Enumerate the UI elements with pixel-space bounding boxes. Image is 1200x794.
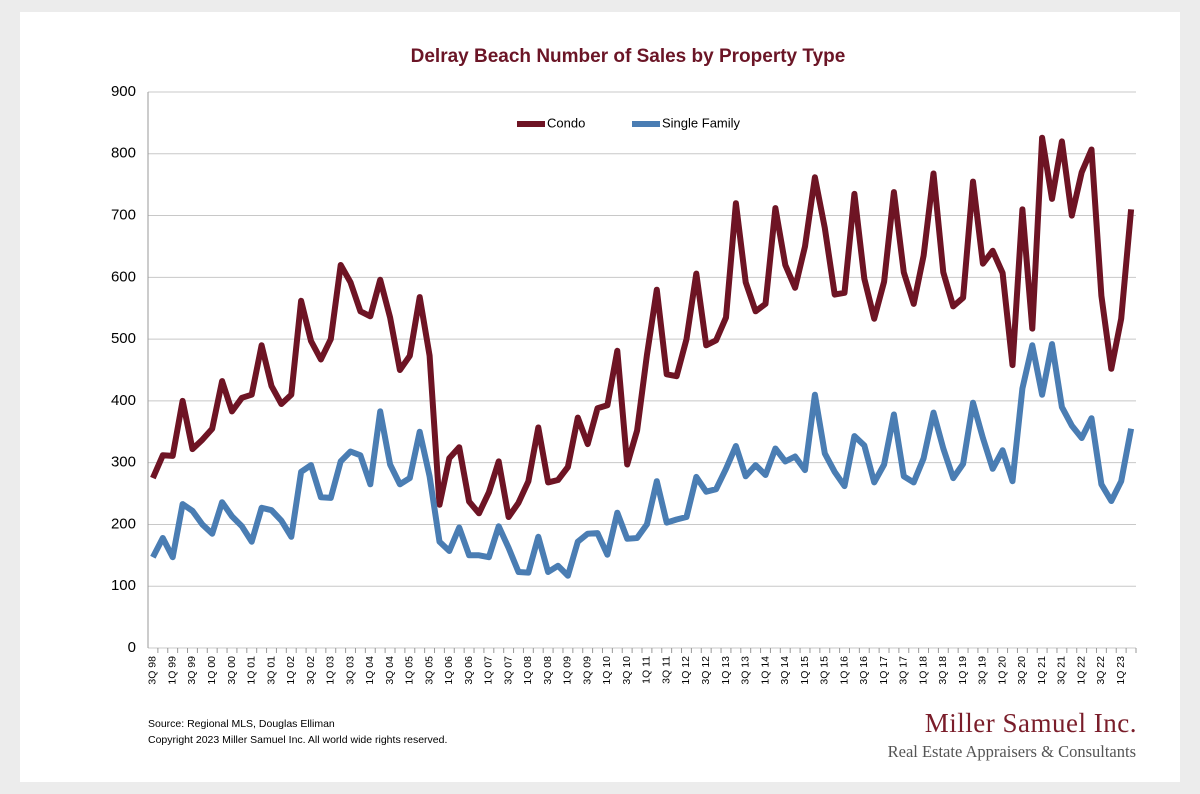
x-tick-label: 1Q 99 bbox=[166, 656, 178, 685]
x-tick-label: 1Q 03 bbox=[325, 656, 337, 685]
chart-card bbox=[20, 12, 1180, 782]
x-tick-label: 3Q 16 bbox=[858, 656, 870, 685]
x-tick-label: 1Q 21 bbox=[1036, 656, 1048, 685]
x-tick-label: 1Q 12 bbox=[680, 656, 692, 685]
x-tick-label: 1Q 02 bbox=[285, 656, 297, 685]
legend-label: Condo bbox=[547, 115, 585, 130]
x-tick-label: 1Q 06 bbox=[443, 656, 455, 685]
y-tick-label: 100 bbox=[111, 577, 136, 594]
series-line bbox=[150, 134, 1135, 520]
x-tick-label: 3Q 04 bbox=[384, 656, 396, 685]
y-tick-label: 300 bbox=[111, 454, 136, 471]
x-tick-label: 1Q 20 bbox=[996, 656, 1008, 685]
x-tick-label: 3Q 13 bbox=[740, 656, 752, 685]
x-tick-label: 3Q 08 bbox=[542, 656, 554, 685]
x-tick-label: 3Q 18 bbox=[937, 656, 949, 685]
x-tick-label: 1Q 09 bbox=[562, 656, 574, 685]
logo-tagline: Real Estate Appraisers & Consultants bbox=[888, 742, 1136, 761]
y-tick-label: 200 bbox=[111, 515, 136, 532]
series-line bbox=[150, 341, 1135, 579]
x-tick-label: 1Q 15 bbox=[799, 656, 811, 685]
legend-label: Single Family bbox=[662, 115, 741, 130]
source-note: Source: Regional MLS, Douglas Elliman bbox=[148, 718, 335, 730]
x-tick-label: 3Q 02 bbox=[305, 656, 317, 685]
x-tick-label: 3Q 19 bbox=[977, 656, 989, 685]
x-tick-label: 1Q 16 bbox=[838, 656, 850, 685]
x-tick-label: 1Q 05 bbox=[404, 656, 416, 685]
x-tick-label: 3Q 01 bbox=[265, 656, 277, 685]
x-tick-label: 1Q 00 bbox=[206, 656, 218, 685]
x-tick-label: 1Q 13 bbox=[720, 656, 732, 685]
x-tick-label: 3Q 05 bbox=[423, 656, 435, 685]
x-tick-label: 3Q 09 bbox=[581, 656, 593, 685]
x-tick-label: 3Q 00 bbox=[226, 656, 238, 685]
y-tick-label: 800 bbox=[111, 145, 136, 162]
x-tick-label: 3Q 20 bbox=[1016, 656, 1028, 685]
x-tick-label: 3Q 06 bbox=[463, 656, 475, 685]
logo-name: Miller Samuel Inc. bbox=[925, 708, 1137, 738]
x-tick-label: 1Q 14 bbox=[759, 656, 771, 685]
x-tick-label: 3Q 15 bbox=[819, 656, 831, 685]
x-tick-label: 1Q 10 bbox=[601, 656, 613, 685]
x-tick-label: 1Q 07 bbox=[483, 656, 495, 685]
x-tick-label: 1Q 01 bbox=[246, 656, 258, 685]
y-tick-label: 500 bbox=[111, 330, 136, 347]
x-tick-label: 1Q 19 bbox=[957, 656, 969, 685]
y-tick-label: 700 bbox=[111, 207, 136, 224]
x-tick-label: 3Q 11 bbox=[660, 656, 672, 684]
x-tick-label: 3Q 12 bbox=[700, 656, 712, 685]
x-tick-label: 1Q 18 bbox=[917, 656, 929, 685]
y-tick-label: 400 bbox=[111, 392, 136, 409]
x-tick-label: 3Q 22 bbox=[1095, 656, 1107, 685]
x-tick-label: 1Q 17 bbox=[878, 656, 890, 685]
x-tick-label: 1Q 23 bbox=[1115, 656, 1127, 685]
x-tick-label: 3Q 14 bbox=[779, 656, 791, 685]
copyright-note: Copyright 2023 Miller Samuel Inc. All wo… bbox=[148, 734, 447, 746]
y-tick-label: 600 bbox=[111, 268, 136, 285]
x-tick-label: 1Q 04 bbox=[364, 656, 376, 685]
x-tick-label: 3Q 98 bbox=[147, 656, 159, 685]
x-tick-label: 3Q 17 bbox=[898, 656, 910, 685]
x-tick-label: 3Q 99 bbox=[186, 656, 198, 685]
x-tick-label: 3Q 07 bbox=[502, 656, 514, 685]
x-tick-label: 1Q 22 bbox=[1075, 656, 1087, 685]
x-tick-label: 3Q 21 bbox=[1056, 656, 1068, 685]
chart-title: Delray Beach Number of Sales by Property… bbox=[411, 46, 846, 67]
x-tick-label: 3Q 03 bbox=[344, 656, 356, 685]
x-tick-label: 1Q 08 bbox=[522, 656, 534, 685]
y-tick-label: 0 bbox=[128, 639, 136, 656]
x-tick-label: 3Q 10 bbox=[621, 656, 633, 685]
y-tick-label: 900 bbox=[111, 83, 136, 100]
x-tick-label: 1Q 11 bbox=[641, 656, 653, 684]
